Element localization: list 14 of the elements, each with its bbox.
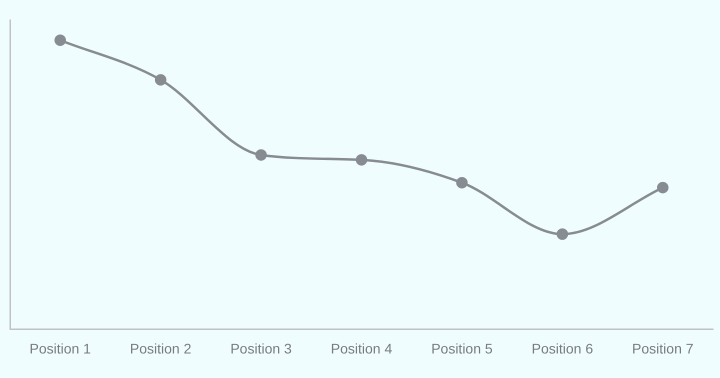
x-tick-label: Position 1 (29, 340, 92, 356)
point (54, 34, 66, 46)
point (255, 149, 267, 161)
x-tick-label: Position 7 (632, 340, 694, 356)
point (657, 182, 669, 194)
x-tick-label: Position 4 (330, 340, 392, 356)
point (154, 74, 166, 86)
x-tick-label: Position 2 (130, 340, 192, 356)
x-tick-label: Position 6 (532, 340, 594, 356)
point (556, 228, 568, 240)
point (356, 154, 368, 166)
x-tick-label: Position 5 (431, 340, 493, 356)
x-tick-label: Position 3 (230, 340, 292, 356)
point (456, 176, 468, 188)
